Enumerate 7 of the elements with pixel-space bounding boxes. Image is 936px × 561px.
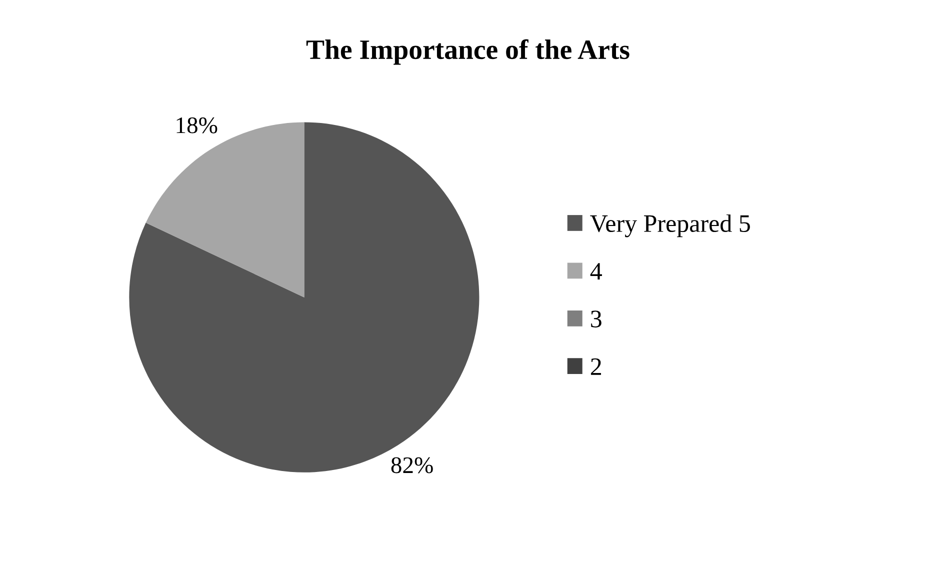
data-label: 82% (391, 457, 433, 474)
legend-label: 4 (590, 263, 602, 280)
chart-title: The Importance of the Arts (306, 39, 630, 65)
legend-label: 2 (590, 358, 601, 375)
legend-label: Very Prepared 5 (590, 214, 750, 238)
legend-label: 3 (591, 310, 602, 328)
data-label: 18% (176, 117, 218, 134)
